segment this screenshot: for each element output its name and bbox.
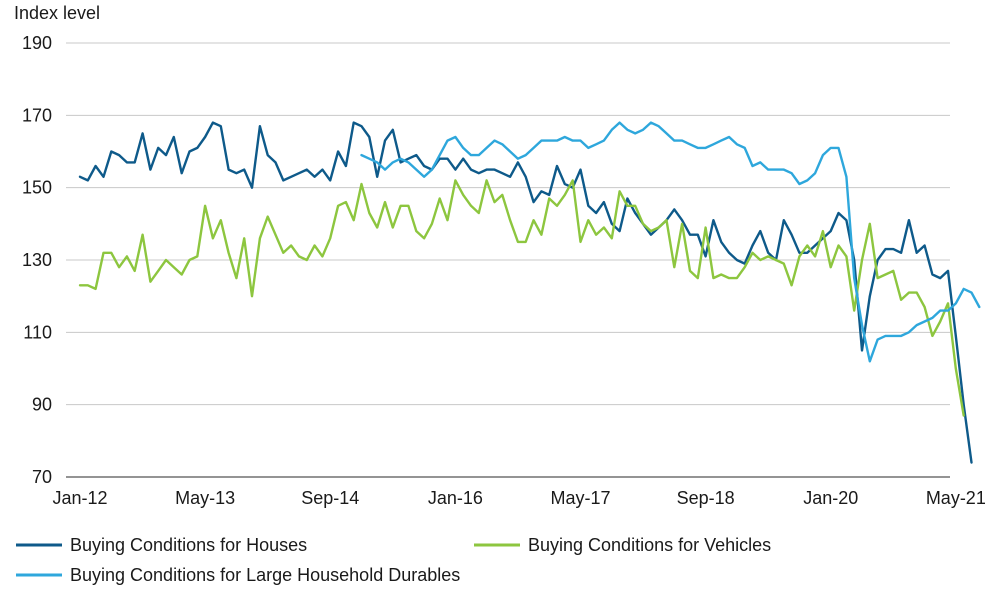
gridlines [66, 42, 950, 406]
y-tick-label: 170 [22, 105, 52, 125]
y-tick-label: 130 [22, 250, 52, 270]
legend-item-durables: Buying Conditions for Large Household Du… [16, 565, 460, 585]
x-tick-label: May-21 [926, 488, 986, 508]
x-tick-label: Sep-14 [301, 488, 359, 508]
y-tick-label: 150 [22, 178, 52, 198]
series-lines [78, 121, 981, 464]
y-tick-label: 190 [22, 33, 52, 53]
legend-label-durables: Buying Conditions for Large Household Du… [70, 565, 460, 585]
y-tick-label: 110 [23, 322, 52, 342]
x-axis-ticks: Jan-12 May-13 Sep-14 Jan-16 May-17 Sep-18 Jan-… [52, 488, 985, 508]
x-tick-label: May-13 [175, 488, 235, 508]
series-line-durables [360, 121, 981, 363]
x-tick-label: Jan-16 [428, 488, 483, 508]
y-axis-title: Index level [14, 3, 100, 23]
series-line-houses [78, 121, 973, 464]
legend-item-houses: Buying Conditions for Houses [16, 535, 307, 555]
x-tick-label: May-17 [550, 488, 610, 508]
y-tick-label: 90 [32, 395, 52, 415]
y-axis-ticks: 70 90 110 130 150 170 190 [22, 33, 52, 487]
legend-item-vehicles: Buying Conditions for Vehicles [474, 535, 771, 555]
legend-label-vehicles: Buying Conditions for Vehicles [528, 535, 771, 555]
series-line-vehicles [78, 179, 965, 417]
x-tick-label: Jan-20 [803, 488, 858, 508]
legend-label-houses: Buying Conditions for Houses [70, 535, 307, 555]
x-tick-label: Sep-18 [677, 488, 735, 508]
x-tick-label: Jan-12 [52, 488, 107, 508]
legend: Buying Conditions for Houses Buying Cond… [16, 535, 771, 585]
y-tick-label: 70 [32, 467, 52, 487]
